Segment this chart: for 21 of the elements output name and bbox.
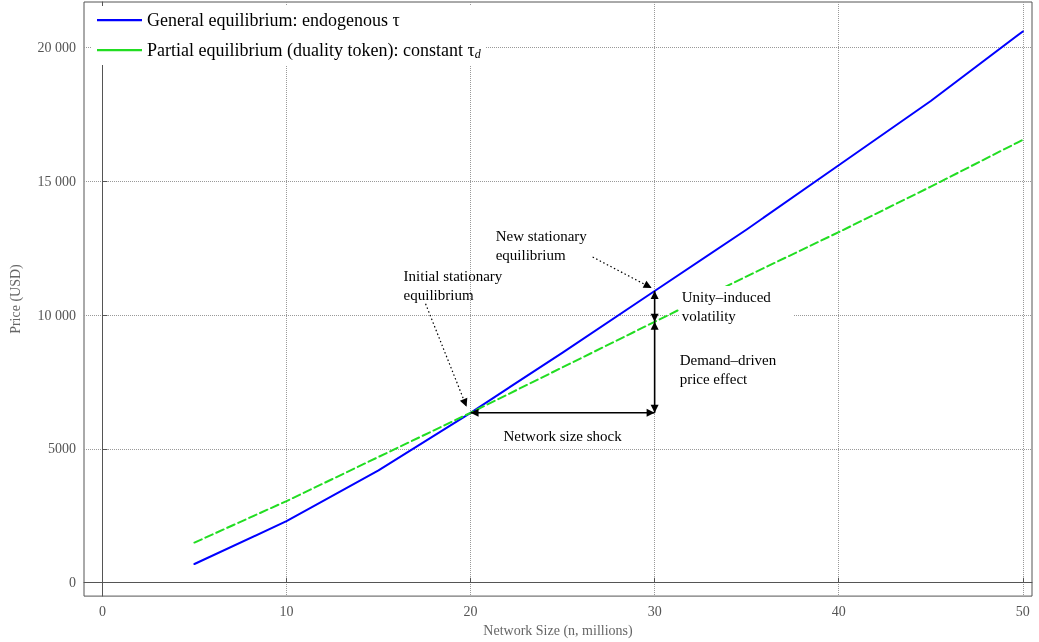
annotation: New stationary equilibrium (495, 227, 591, 263)
x-axis-title: Network Size (n, millions) (483, 622, 633, 639)
legend-label: General equilibrium: endogenous τ (147, 10, 400, 30)
y-tick-label: 20 000 (37, 39, 76, 55)
x-tick-label: 0 (98, 603, 106, 619)
line-series (193, 30, 1024, 565)
annotation: Initial stationary equilibrium (403, 268, 507, 304)
line-series (193, 138, 1024, 544)
x-tick-label: 30 (647, 603, 662, 619)
x-tick-label: 20 (463, 603, 478, 619)
annotation: Demand–driven price effect (679, 351, 781, 387)
y-tick-label: 5000 (48, 441, 76, 457)
y-axis-title: Price (USD) (7, 263, 24, 334)
x-tick-label: 40 (831, 603, 846, 619)
annotation: Unity–induced volatility (681, 288, 775, 324)
y-tick-label: 10 000 (37, 307, 76, 323)
x-tick-label: 10 (279, 603, 294, 619)
annotation: Network size shock (503, 428, 623, 445)
y-tick-label: 0 (69, 575, 76, 591)
y-tick-label: 15 000 (37, 173, 76, 189)
x-tick-label: 50 (1015, 603, 1030, 619)
